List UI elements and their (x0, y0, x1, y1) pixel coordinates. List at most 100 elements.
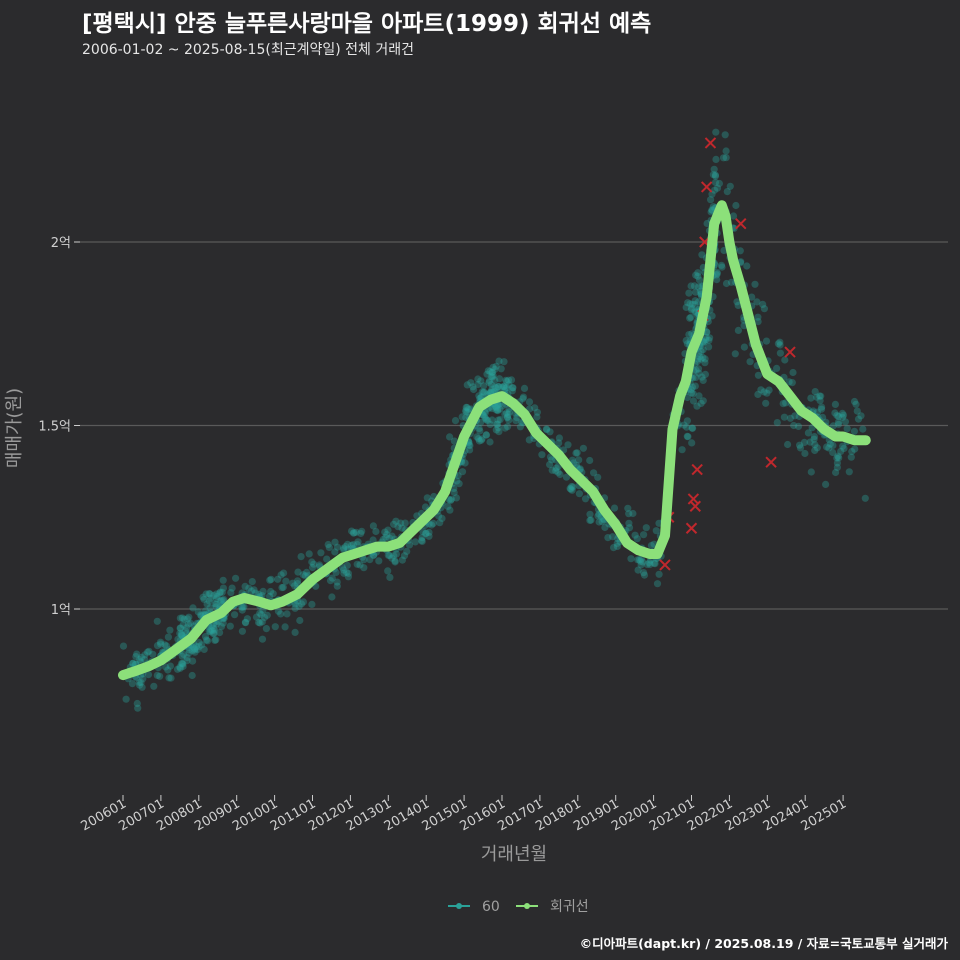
transaction-point (478, 388, 486, 396)
transaction-point (419, 528, 427, 536)
transaction-point (383, 530, 391, 539)
transaction-point (760, 305, 769, 313)
transaction-point (201, 633, 210, 641)
transaction-point (474, 380, 482, 389)
transaction-point (178, 652, 186, 660)
transaction-point (816, 392, 824, 400)
transaction-point (200, 595, 208, 603)
transaction-point (489, 363, 497, 371)
transaction-point (504, 410, 512, 418)
transaction-point (500, 382, 508, 391)
transaction-point (438, 514, 446, 523)
transaction-point (796, 441, 804, 449)
transaction-point (466, 446, 474, 454)
transaction-point (698, 251, 706, 259)
transaction-point (435, 512, 443, 520)
transaction-point (653, 580, 662, 588)
transaction-point (219, 619, 227, 627)
transaction-point (487, 373, 495, 381)
transaction-point (338, 563, 347, 572)
transaction-point (279, 583, 287, 591)
transaction-point (299, 571, 307, 579)
transaction-point (283, 610, 291, 618)
transaction-point (398, 524, 406, 532)
transaction-point (137, 678, 145, 687)
transaction-point (736, 247, 744, 255)
transaction-point (635, 556, 643, 564)
transaction-point (493, 420, 501, 428)
transaction-point (692, 373, 700, 381)
transaction-point (586, 456, 594, 465)
transaction-point (202, 636, 210, 644)
transaction-point (475, 392, 483, 400)
transaction-point (719, 154, 728, 162)
transaction-point (546, 461, 554, 469)
transaction-point (242, 619, 250, 627)
transaction-point (839, 413, 847, 421)
transaction-point (579, 444, 588, 452)
source-caption: ©디아파트(dapt.kr) / 2025.08.19 / 자료=국토교통부 실… (579, 936, 948, 951)
transaction-point (227, 589, 235, 597)
transaction-point (176, 664, 184, 672)
transaction-point (833, 411, 841, 420)
transaction-point (697, 347, 705, 355)
transaction-point (153, 617, 161, 625)
transaction-point (206, 590, 214, 598)
outlier-markers (659, 137, 796, 571)
transaction-point (847, 453, 855, 461)
transaction-point (613, 542, 622, 551)
transaction-point (390, 520, 398, 528)
transaction-point (609, 533, 617, 541)
transaction-point (360, 556, 368, 564)
transaction-point (692, 366, 700, 374)
transaction-point (688, 424, 696, 432)
transaction-point (324, 540, 332, 549)
transaction-point (496, 416, 504, 424)
transaction-point (731, 350, 739, 358)
transaction-point (494, 424, 502, 432)
transaction-point (712, 155, 720, 163)
transaction-point (181, 627, 189, 635)
transaction-point (848, 447, 856, 456)
transaction-point (692, 271, 700, 279)
transaction-point (567, 485, 575, 493)
legend-swatch-dot (524, 903, 530, 909)
transaction-point (498, 383, 506, 391)
transaction-point (149, 650, 157, 658)
transaction-point (709, 171, 718, 179)
transaction-point (139, 675, 147, 683)
transaction-point (757, 386, 765, 394)
transaction-point (183, 657, 191, 665)
transaction-point (709, 203, 717, 211)
transaction-point (141, 651, 149, 659)
transaction-point (733, 298, 741, 306)
transaction-point (340, 546, 348, 554)
transaction-point (194, 645, 202, 654)
transaction-point (813, 444, 821, 452)
transaction-point (213, 620, 221, 628)
transaction-point (261, 613, 269, 622)
transaction-point (525, 398, 534, 406)
transaction-point (297, 600, 306, 608)
y-tick-label: 1.5억 (38, 420, 71, 435)
transaction-point (447, 496, 455, 505)
transaction-point (688, 304, 696, 312)
transaction-point (640, 531, 648, 539)
transaction-point (212, 636, 220, 644)
transaction-point (834, 418, 843, 426)
transaction-point (461, 459, 469, 467)
transaction-point (418, 534, 426, 542)
transaction-point (691, 382, 699, 390)
transaction-point (384, 551, 392, 559)
transaction-point (474, 435, 482, 443)
transaction-point (713, 276, 721, 284)
transaction-point (325, 543, 333, 552)
regression-line (118, 200, 871, 681)
transaction-point (488, 373, 496, 381)
transaction-point (277, 571, 285, 579)
transaction-point (136, 656, 144, 664)
transaction-point (572, 449, 580, 457)
transaction-point (458, 413, 466, 421)
transaction-point (165, 674, 173, 682)
transaction-point (691, 307, 699, 315)
